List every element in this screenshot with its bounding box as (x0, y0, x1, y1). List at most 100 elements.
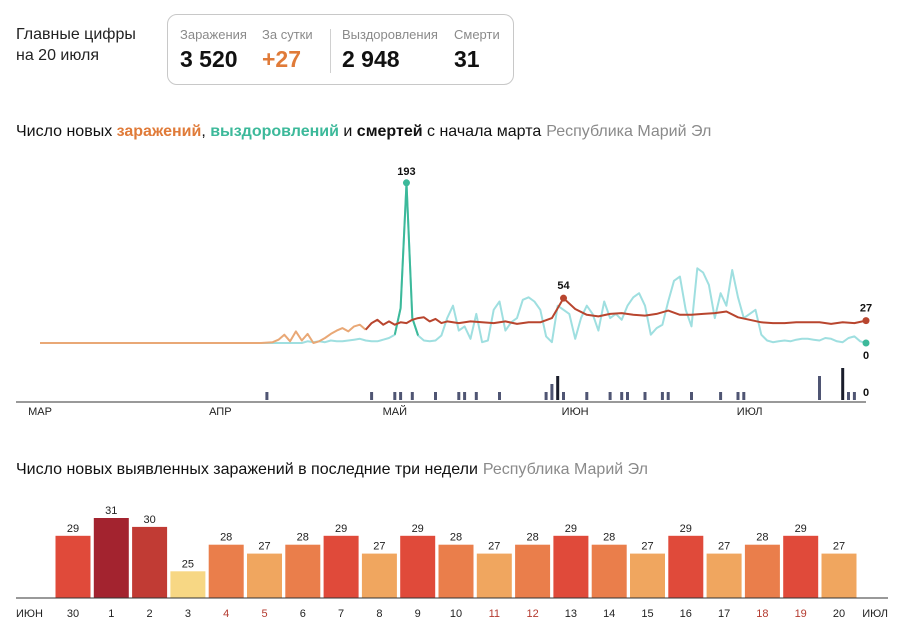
line-chart-title-prefix: Число новых (16, 123, 117, 140)
deaths-bar (556, 376, 560, 400)
deaths-bar (690, 392, 693, 400)
bar-x-tick: 2 (147, 608, 153, 620)
deaths-bar (818, 376, 821, 400)
infections-peak-label: 54 (557, 280, 570, 292)
recoveries-peak-dot (402, 179, 410, 187)
headline: Главные цифры на 20 июля (16, 24, 136, 66)
bar-value-label: 27 (488, 541, 500, 553)
headline-line2: на 20 июля (16, 47, 100, 64)
line-chart-title-infections: заражений (116, 123, 202, 140)
bar-x-tick: 7 (338, 608, 344, 620)
bar-x-tick: 8 (376, 608, 382, 620)
bar (476, 553, 512, 598)
bar-x-tick: 6 (300, 608, 306, 620)
deaths-bar (736, 392, 740, 400)
bar (591, 544, 627, 598)
infections-line (364, 297, 867, 331)
infections-last-label: 27 (860, 303, 872, 315)
stats-divider (330, 29, 331, 73)
line-chart-title-deaths: смертей (356, 123, 423, 140)
summary-stats: Заражения 3 520 За сутки +27 Выздоровлен… (167, 14, 514, 85)
bar-x-tick: 20 (833, 608, 845, 620)
bar-value-label: 29 (412, 523, 424, 535)
line-chart-x-tick: ИЮЛ (737, 406, 763, 418)
bar-value-label: 29 (680, 523, 692, 535)
stat-infections-label: Заражения (180, 27, 247, 42)
deaths-bar (847, 392, 850, 400)
line-chart-title: Число новых заражений, выздоровлений и с… (16, 123, 711, 141)
stat-daily-value: +27 (262, 46, 302, 72)
recoveries-peak-label: 193 (397, 166, 415, 178)
bar-value-label: 25 (182, 558, 194, 570)
bar-x-tick: 16 (680, 608, 692, 620)
deaths-bar (666, 392, 670, 400)
bar-x-tick: 4 (223, 608, 229, 620)
bar-value-label: 28 (450, 532, 462, 544)
stat-daily-label: За сутки (262, 27, 313, 42)
infections-line-early (40, 323, 367, 344)
bar (438, 544, 474, 598)
bar (323, 535, 359, 598)
line-chart-title-and: и (338, 123, 357, 140)
bar (783, 535, 819, 598)
bar-chart-title-text: Число новых выявленных заражений в после… (16, 461, 478, 478)
recoveries-peak-segment (393, 181, 420, 336)
deaths-bar (370, 392, 374, 400)
bar-value-label: 27 (373, 541, 385, 553)
line-chart-title-suffix: с начала марта (422, 123, 542, 140)
bar-x-tick: 10 (450, 608, 462, 620)
bar-x-tick: 1 (108, 608, 114, 620)
bar (630, 553, 665, 598)
bar (55, 535, 91, 598)
bar (132, 526, 168, 598)
infections-last-dot (862, 317, 870, 325)
line-chart-region: Республика Марий Эл (546, 123, 712, 140)
bar-value-label: 31 (105, 505, 117, 517)
bar-x-tick: 15 (641, 608, 653, 620)
bar-month-start: ИЮН (16, 608, 43, 620)
deaths-last-label: 0 (863, 387, 869, 399)
deaths-bar (457, 392, 461, 400)
stat-recoveries: Выздоровления 2 948 (342, 27, 438, 73)
bar-value-label: 28 (526, 532, 538, 544)
bar-x-tick: 30 (67, 608, 79, 620)
bar-x-tick: 11 (489, 608, 500, 620)
infections-peak-dot (560, 294, 568, 302)
stat-daily: За сутки +27 (262, 27, 313, 73)
line-chart-x-tick: АПР (209, 406, 231, 418)
deaths-bar (660, 392, 664, 400)
bar (285, 544, 321, 598)
deaths-bar (841, 368, 845, 400)
bar-value-label: 28 (756, 532, 768, 544)
bar-value-label: 27 (258, 541, 270, 553)
bar-x-tick: 12 (526, 608, 538, 620)
recoveries-last-dot (862, 339, 870, 347)
bar-x-tick: 19 (795, 608, 807, 620)
deaths-bar (626, 392, 629, 400)
deaths-bar (393, 392, 397, 400)
bar-x-tick: 18 (756, 608, 768, 620)
deaths-bar (585, 392, 589, 400)
recoveries-line-light (40, 181, 867, 344)
bar (821, 553, 857, 598)
deaths-bar (434, 392, 437, 400)
bar-value-label: 29 (335, 523, 347, 535)
bar-x-tick: 17 (718, 608, 730, 620)
bar-x-tick: 5 (261, 608, 267, 620)
deaths-bar (474, 392, 478, 400)
deaths-bar (608, 392, 612, 400)
bar (361, 553, 397, 598)
bar (744, 544, 780, 598)
bar-month-end: ИЮЛ (862, 608, 888, 620)
line-chart-x-tick: МАЙ (383, 405, 407, 418)
bar (668, 535, 704, 598)
bar-value-label: 28 (220, 532, 232, 544)
bar-x-tick: 14 (603, 608, 615, 620)
bar (515, 544, 551, 598)
bar-value-label: 27 (718, 541, 730, 553)
deaths-bar (852, 392, 856, 400)
bar-x-tick: 9 (415, 608, 421, 620)
bar (706, 553, 742, 598)
stat-deaths-label: Смерти (454, 27, 500, 42)
stat-deaths: Смерти 31 (454, 27, 500, 73)
